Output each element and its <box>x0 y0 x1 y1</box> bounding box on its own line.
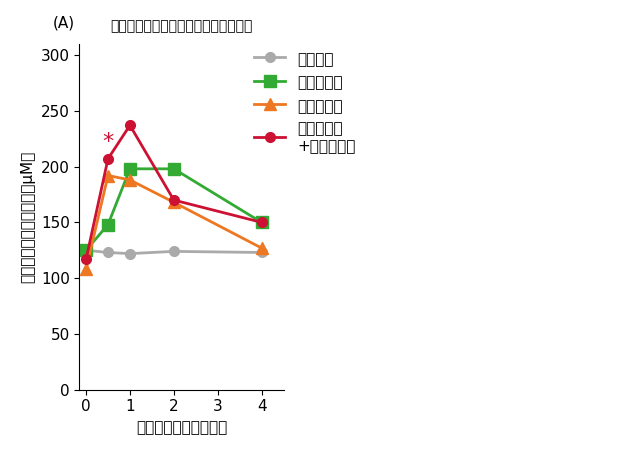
Text: *: * <box>102 132 114 152</box>
X-axis label: 摄取後の時間（時間）: 摄取後の時間（時間） <box>136 420 227 435</box>
Title: 《血潏中アルギニン濃度の経時変化》: 《血潏中アルギニン濃度の経時変化》 <box>110 19 253 33</box>
Y-axis label: 血潏中アルギニン濃度（μM）: 血潏中アルギニン濃度（μM） <box>20 151 35 283</box>
Legend: プラセボ, シトルリン, アルギニン, アルギニン
+シトルリン: プラセボ, シトルリン, アルギニン, アルギニン +シトルリン <box>248 45 362 160</box>
Text: (A): (A) <box>53 15 75 30</box>
